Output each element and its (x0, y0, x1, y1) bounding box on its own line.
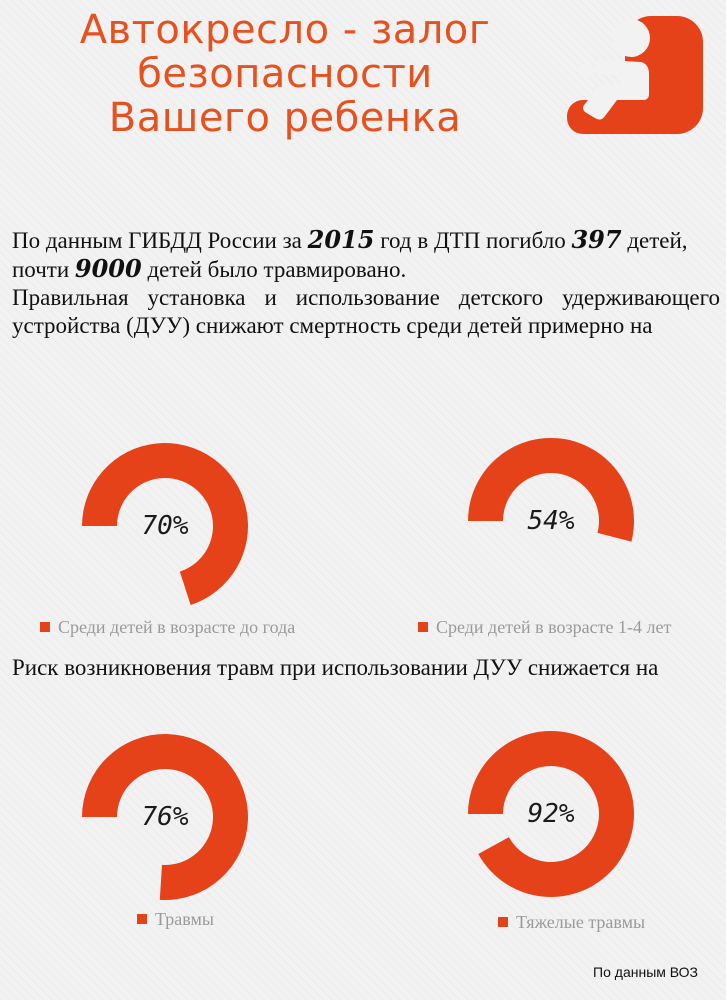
legend-under-1: Среди детей в возрасте до года (40, 617, 295, 638)
percent-label: 76% (141, 802, 189, 832)
deaths-value: 397 (571, 225, 622, 254)
donut-arc (468, 437, 634, 542)
source-note: По данным ВОЗ (593, 964, 698, 980)
page-title: Автокресло - залог безопасности Вашего р… (40, 8, 530, 140)
injured-value: 9000 (74, 254, 142, 283)
donut-arc (82, 443, 248, 605)
car-seat-icon (567, 16, 703, 134)
donut-chart-under-1: 70% (80, 441, 250, 611)
legend-marker (137, 914, 147, 924)
donut-chart-1-4: 54% (466, 436, 636, 606)
legend-marker (40, 622, 50, 632)
legend-1-4: Среди детей в возрасте 1-4 лет (418, 617, 671, 638)
percent-label: 54% (527, 506, 575, 536)
title-line-3: Вашего ребенка (108, 95, 462, 141)
injury-paragraph: Риск возникновения травм при использован… (12, 655, 659, 680)
year-value: 2015 (307, 225, 375, 254)
donut-chart-severe: 92% (466, 729, 636, 899)
donut-chart-injuries: 76% (80, 732, 250, 902)
legend-injuries: Травмы (137, 909, 214, 930)
intro-paragraph: По данным ГИБДД России за 2015 год в ДТП… (12, 225, 688, 283)
percent-label: 70% (141, 511, 189, 541)
donut-arc (82, 734, 248, 900)
title-line-2: безопасности (137, 51, 433, 97)
mortality-paragraph: Правильная установка и использование дет… (12, 285, 720, 338)
legend-marker (418, 622, 428, 632)
donut-arc (468, 731, 634, 897)
title-line-1: Автокресло - залог (79, 7, 491, 53)
legend-marker (498, 917, 508, 927)
percent-label: 92% (527, 799, 575, 829)
legend-severe: Тяжелые травмы (498, 912, 645, 933)
